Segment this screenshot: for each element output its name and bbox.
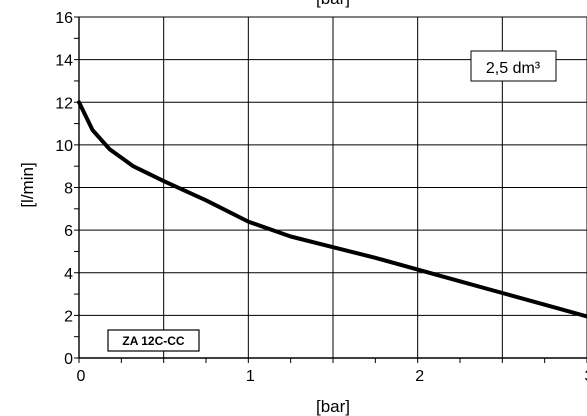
y-axis-title: [l/min] <box>18 162 37 207</box>
volume-annotation-text: 2,5 dm³ <box>486 60 541 77</box>
x-tick-label: 1 <box>246 368 255 385</box>
model-annotation-box <box>107 329 200 352</box>
y-tick-label: 14 <box>55 53 73 70</box>
tick-labels: 02468101214160123 <box>55 10 587 385</box>
y-tick-label: 0 <box>64 351 73 368</box>
volume-annotation: 2,5 dm³ <box>470 50 557 82</box>
y-tick-label: 10 <box>55 138 73 155</box>
volume-annotation-box <box>470 50 557 82</box>
x-tick-label: 3 <box>585 368 587 385</box>
y-tick-label: 4 <box>64 266 73 283</box>
x-tick-label: 2 <box>415 368 424 385</box>
y-tick-label: 6 <box>64 223 73 240</box>
series <box>77 100 587 319</box>
x-axis-title: [bar] <box>316 397 350 416</box>
model-annotation-text: ZA 12C-CC <box>122 334 185 348</box>
series-line <box>77 100 587 319</box>
y-tick-label: 8 <box>64 181 73 198</box>
y-tick-label: 2 <box>64 308 73 325</box>
model-annotation: ZA 12C-CC <box>107 329 200 352</box>
y-tick-label: 12 <box>55 95 73 112</box>
x-tick-label: 0 <box>77 368 86 385</box>
y-tick-label: 16 <box>55 10 73 27</box>
top-axis-label: [bar] <box>316 0 350 8</box>
